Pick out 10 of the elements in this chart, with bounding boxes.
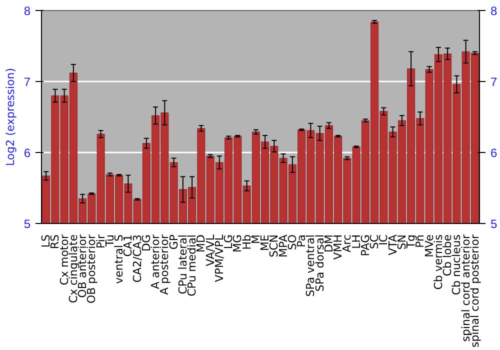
y2-tick-label: 5 (490, 217, 498, 231)
x-tick-label: Tg (404, 234, 418, 250)
y-tick-label: 5 (24, 217, 31, 231)
y2-tick-label: 6 (490, 146, 498, 160)
y-tick-label: 8 (24, 4, 31, 18)
y-tick-label: 6 (24, 146, 31, 160)
y-axis-title: Log2 (expression) (4, 68, 17, 166)
y2-tick-label: 7 (490, 75, 498, 89)
y-tick-label: 7 (24, 75, 31, 89)
y2-tick-label: 8 (490, 4, 498, 18)
